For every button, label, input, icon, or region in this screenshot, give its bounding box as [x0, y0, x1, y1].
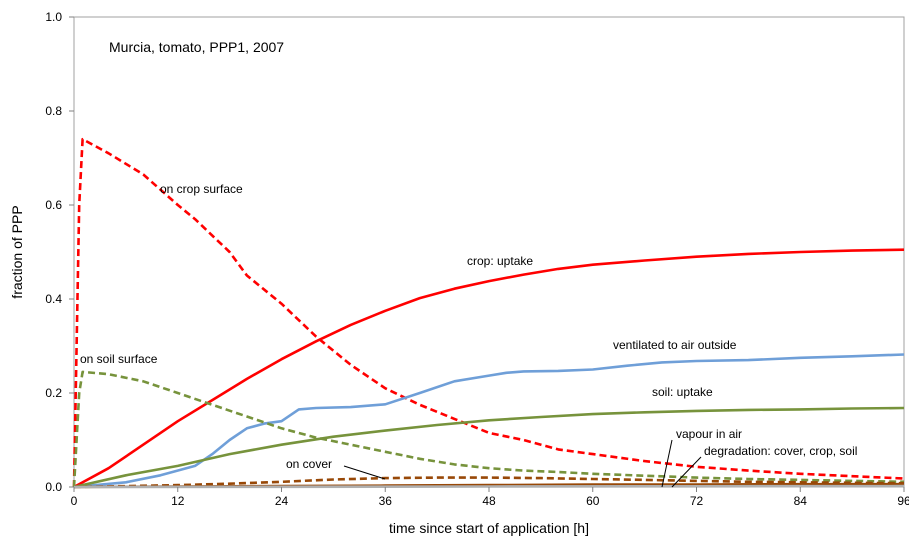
y-axis-label: fraction of PPP: [9, 205, 25, 298]
annotation-degradation: degradation: cover, crop, soil: [704, 444, 857, 458]
y-tick-label: 0.6: [45, 198, 62, 212]
series-line-8: [73, 484, 905, 489]
y-tick-label: 1.0: [45, 10, 62, 24]
series-layer: [72, 137, 905, 489]
leader-degradation: [671, 456, 702, 488]
annotation-soil-uptake: soil: uptake: [652, 385, 713, 399]
leader-vapour-in-air: [661, 439, 673, 488]
x-tick-label: 12: [171, 494, 185, 508]
series-line-4: [72, 370, 905, 488]
series-line-6: [73, 476, 905, 489]
x-tick-label: 0: [71, 494, 78, 508]
annotation-crop-uptake: crop: uptake: [467, 254, 533, 268]
x-tick-label: 84: [794, 494, 808, 508]
series-line-1: [72, 137, 905, 488]
series-line-3: [73, 353, 905, 489]
y-tick-label: 0.8: [45, 104, 62, 118]
axes-layer: 0 12 24 36 48 60 72 84 96 0.0 0.2 0.4 0.6 0.8 1.0: [45, 10, 909, 508]
series-line-2: [73, 248, 905, 489]
x-tick-label: 96: [897, 494, 909, 508]
leader-on-cover: [343, 465, 386, 480]
annotation-on-crop-surface: on crop surface: [160, 182, 243, 196]
chart-title: Murcia, tomato, PPP1, 2007: [109, 39, 284, 55]
x-tick-label: 24: [275, 494, 289, 508]
annotation-ventilated: ventilated to air outside: [613, 338, 737, 352]
x-tick-label: 72: [690, 494, 704, 508]
y-tick-label: 0.4: [45, 292, 62, 306]
x-tick-label: 48: [482, 494, 496, 508]
annotation-on-soil-surface: on soil surface: [80, 352, 158, 366]
x-tick-label: 36: [379, 494, 393, 508]
x-axis-label: time since start of application [h]: [389, 520, 589, 536]
y-tick-label: 0.2: [45, 386, 62, 400]
x-tick-label: 60: [586, 494, 600, 508]
y-tick-label: 0.0: [45, 480, 62, 494]
annotation-vapour-in-air: vapour in air: [676, 427, 742, 441]
series-line-5: [73, 406, 905, 489]
annotation-on-cover: on cover: [286, 457, 332, 471]
